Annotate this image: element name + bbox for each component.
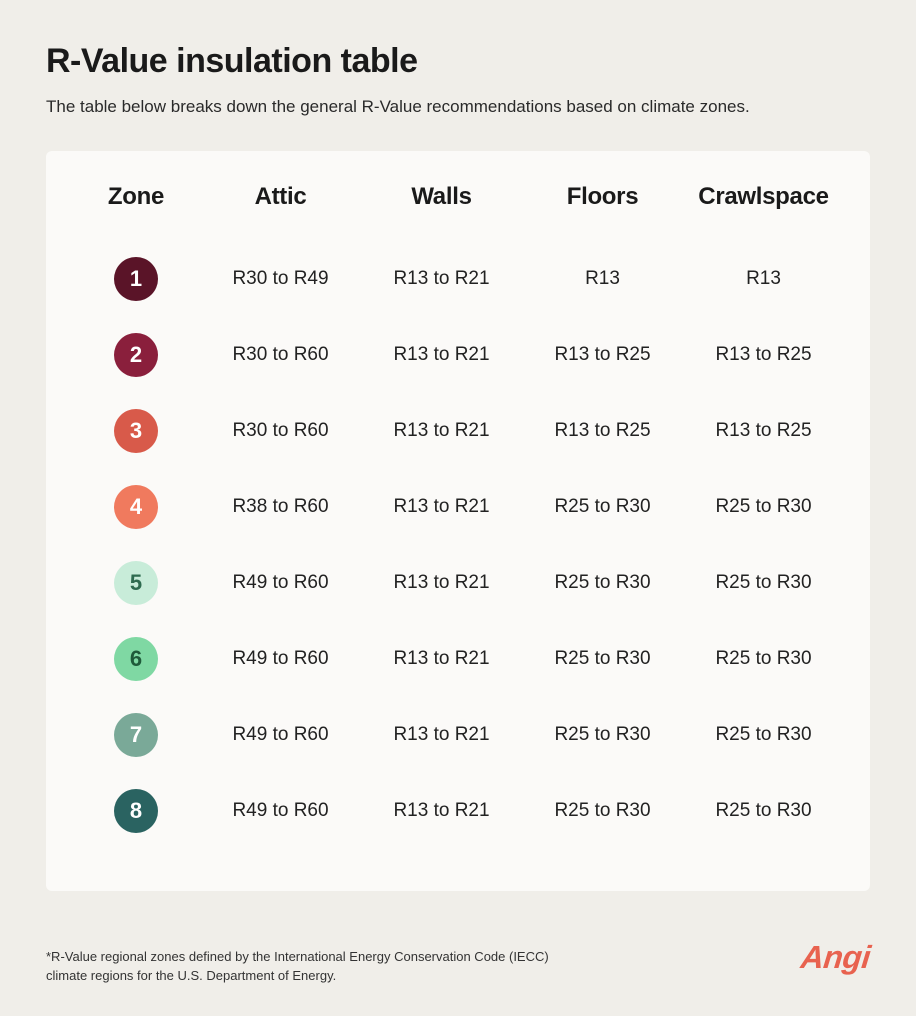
table-cell-crawlspace: R25 to R30 <box>687 480 840 534</box>
page-title: R-Value insulation table <box>46 42 870 81</box>
table-cell-walls: R13 to R21 <box>365 784 518 838</box>
zone-badge: 8 <box>114 789 158 833</box>
table-cell-attic: R49 to R60 <box>204 556 357 610</box>
table-cell-attic: R49 to R60 <box>204 784 357 838</box>
table-cell-crawlspace: R25 to R30 <box>687 708 840 762</box>
table-cell-floors: R25 to R30 <box>526 784 679 838</box>
column-header: Floors <box>526 183 679 241</box>
table-cell-floors: R25 to R30 <box>526 632 679 686</box>
table-cell-walls: R13 to R21 <box>365 556 518 610</box>
table-cell-crawlspace: R25 to R30 <box>687 784 840 838</box>
table-cell-crawlspace: R13 to R25 <box>687 328 840 382</box>
table-cell-floors: R25 to R30 <box>526 480 679 534</box>
table-cell-walls: R13 to R21 <box>365 708 518 762</box>
rvalue-table: ZoneAtticWallsFloorsCrawlspace 1 R30 to R4… <box>76 183 840 849</box>
zone-badge: 7 <box>114 713 158 757</box>
footnote: *R-Value regional zones defined by the I… <box>46 948 566 986</box>
zone-badge: 2 <box>114 333 158 377</box>
table-cell-floors: R25 to R30 <box>526 708 679 762</box>
table-row-zone: 3 <box>76 393 196 469</box>
table-cell-attic: R30 to R60 <box>204 404 357 458</box>
brand-logo: Angi <box>799 939 872 976</box>
table-row-zone: 4 <box>76 469 196 545</box>
table-card: ZoneAtticWallsFloorsCrawlspace 1 R30 to R4… <box>46 151 870 891</box>
table-row-zone: 5 <box>76 545 196 621</box>
table-cell-walls: R13 to R21 <box>365 252 518 306</box>
table-row-zone: 8 <box>76 773 196 849</box>
column-header: Zone <box>76 183 196 241</box>
page-subtitle: The table below breaks down the general … <box>46 97 870 117</box>
column-header: Crawlspace <box>687 183 840 241</box>
zone-badge: 5 <box>114 561 158 605</box>
zone-badge: 3 <box>114 409 158 453</box>
column-header: Attic <box>204 183 357 241</box>
column-header: Walls <box>365 183 518 241</box>
table-cell-walls: R13 to R21 <box>365 328 518 382</box>
table-row-zone: 2 <box>76 317 196 393</box>
zone-badge: 1 <box>114 257 158 301</box>
table-cell-crawlspace: R25 to R30 <box>687 632 840 686</box>
table-cell-crawlspace: R13 to R25 <box>687 404 840 458</box>
table-cell-attic: R49 to R60 <box>204 632 357 686</box>
table-cell-crawlspace: R13 <box>687 252 840 306</box>
table-row-zone: 1 <box>76 241 196 317</box>
table-cell-walls: R13 to R21 <box>365 404 518 458</box>
table-row-zone: 7 <box>76 697 196 773</box>
table-cell-floors: R25 to R30 <box>526 556 679 610</box>
table-cell-attic: R30 to R60 <box>204 328 357 382</box>
table-cell-crawlspace: R25 to R30 <box>687 556 840 610</box>
table-cell-walls: R13 to R21 <box>365 480 518 534</box>
table-cell-floors: R13 to R25 <box>526 328 679 382</box>
table-row-zone: 6 <box>76 621 196 697</box>
zone-badge: 4 <box>114 485 158 529</box>
table-cell-attic: R49 to R60 <box>204 708 357 762</box>
table-cell-attic: R30 to R49 <box>204 252 357 306</box>
table-cell-attic: R38 to R60 <box>204 480 357 534</box>
table-cell-floors: R13 to R25 <box>526 404 679 458</box>
table-cell-floors: R13 <box>526 252 679 306</box>
zone-badge: 6 <box>114 637 158 681</box>
table-cell-walls: R13 to R21 <box>365 632 518 686</box>
